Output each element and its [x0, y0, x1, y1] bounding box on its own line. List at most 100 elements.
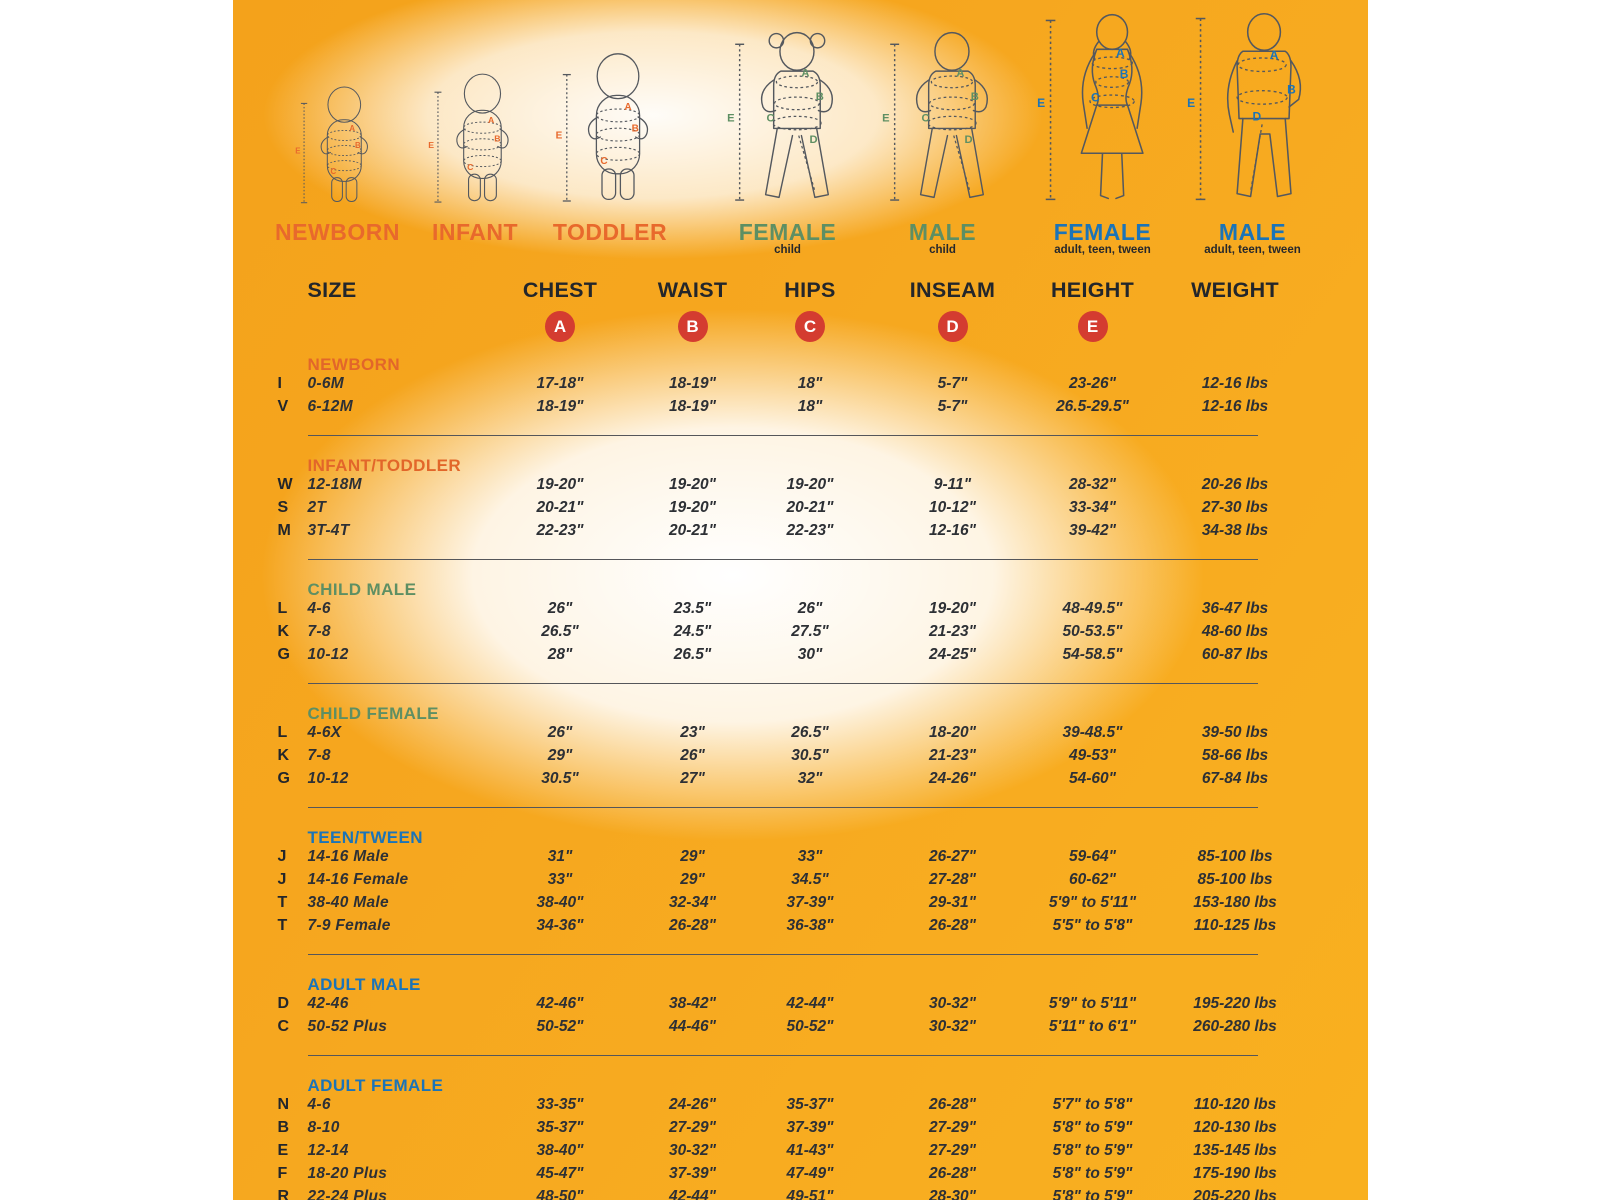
hips-value: 49-51" [786, 1188, 834, 1200]
svg-text:D: D [809, 134, 817, 146]
size-row: N 4-6 33-35" 24-26" 35-37" 26-28" 5'7" to 5'8"… [278, 1096, 1318, 1119]
size-table: SIZE CHEST WAIST HIPS INSEAM HEIGHT WEIG… [278, 278, 1318, 1200]
chest-value: 26" [547, 600, 573, 617]
inseam-value: 27-29" [929, 1142, 976, 1159]
inseam-value: 19-20" [929, 600, 976, 617]
hips-value: 18" [797, 398, 823, 415]
section-title: ADULT MALE [307, 975, 421, 994]
hips-value: 22-23" [786, 522, 834, 539]
svg-text:A: A [349, 124, 355, 133]
inseam-value: 5-7" [937, 375, 968, 392]
size-label: 10-12 [307, 770, 349, 787]
weight-value: 85-100 lbs [1197, 871, 1273, 888]
svg-text:C: C [600, 156, 607, 167]
badge-row: A B C D E [278, 307, 1318, 345]
size-code: G [277, 646, 290, 663]
hips-value: 33" [797, 848, 823, 865]
svg-text:B: B [1120, 67, 1129, 81]
waist-value: 30-32" [669, 1142, 716, 1159]
hips-value: 26" [797, 600, 823, 617]
chest-value: 22-23" [536, 522, 584, 539]
section-divider [278, 425, 1318, 446]
size-label: 22-24 Plus [307, 1188, 388, 1200]
waist-value: 26" [680, 747, 705, 764]
col-header-waist: WAIST [657, 278, 728, 302]
size-code: E [277, 1142, 289, 1159]
height-value: 39-42" [1069, 522, 1116, 539]
size-row: S 2T 20-21" 19-20" 20-21" 10-12" 33-34" 27-30 l… [278, 499, 1318, 522]
size-row: L 4-6X 26" 23" 26.5" 18-20" 39-48.5" 39-50 lbs [278, 724, 1318, 747]
inseam-value: 26-28" [929, 917, 976, 934]
size-row: D 42-46 42-46" 38-42" 42-44" 30-32" 5'9" to 5'… [278, 995, 1318, 1018]
height-value: 54-58.5" [1062, 646, 1123, 663]
figure-female-adult-caption: adult, teen, tween [1054, 244, 1151, 256]
table-header-row: SIZE CHEST WAIST HIPS INSEAM HEIGHT WEIG… [278, 278, 1318, 303]
inseam-value: 26-27" [929, 848, 976, 865]
weight-value: 39-50 lbs [1201, 724, 1269, 741]
size-label: 0-6M [307, 375, 345, 392]
size-label: 4-6 [307, 1096, 331, 1113]
size-label: 18-20 Plus [307, 1165, 388, 1182]
hips-badge-c: C [795, 310, 825, 342]
size-row: K 7-8 29" 26" 30.5" 21-23" 49-53" 58-66 lbs [278, 747, 1318, 770]
svg-text:A: A [801, 68, 809, 80]
weight-value: 175-190 lbs [1193, 1165, 1277, 1182]
section-header-row: CHILD FEMALE [278, 700, 1318, 724]
svg-text:B: B [494, 134, 500, 144]
hips-value: 26.5" [791, 724, 829, 741]
size-code: T [277, 894, 288, 911]
section-title: CHILD MALE [307, 580, 417, 599]
size-label: 2T [307, 499, 327, 516]
size-label: 4-6X [307, 724, 342, 741]
chest-value: 34-36" [536, 917, 584, 934]
inseam-value: 30-32" [929, 995, 976, 1012]
size-code: G [277, 770, 290, 787]
svg-text:C: C [921, 112, 929, 124]
hips-value: 37-39" [786, 894, 834, 911]
size-code: M [277, 522, 291, 539]
svg-text:B: B [354, 141, 360, 150]
section-divider [278, 797, 1318, 818]
size-code: K [277, 623, 290, 640]
inseam-value: 27-29" [929, 1119, 976, 1136]
waist-value: 44-46" [669, 1018, 716, 1035]
chest-value: 33" [547, 871, 573, 888]
height-value: 54-60" [1069, 770, 1116, 787]
hips-value: 42-44" [786, 995, 834, 1012]
section-title: NEWBORN [307, 355, 401, 374]
size-row: I 0-6M 17-18" 18-19" 18" 5-7" 23-26" 12-16 lbs [278, 375, 1318, 398]
waist-value: 29" [680, 848, 705, 865]
svg-text:A: A [624, 102, 631, 113]
hips-value: 36-38" [786, 917, 834, 934]
height-value: 23-26" [1069, 375, 1116, 392]
size-row: B 8-10 35-37" 27-29" 37-39" 27-29" 5'8" to 5'9… [278, 1119, 1318, 1142]
weight-value: 12-16 lbs [1201, 375, 1269, 392]
size-code: N [277, 1096, 290, 1113]
section-header-row: ADULT FEMALE [278, 1072, 1318, 1096]
hips-value: 47-49" [786, 1165, 834, 1182]
hips-value: 30" [797, 646, 823, 663]
waist-value: 23.5" [673, 600, 712, 617]
svg-text:D: D [964, 134, 972, 146]
height-value: 26.5-29.5" [1056, 398, 1129, 415]
inseam-value: 10-12" [929, 499, 976, 516]
size-label: 8-10 [307, 1119, 340, 1136]
svg-text:E: E [428, 140, 434, 150]
size-code: T [277, 917, 288, 934]
weight-value: 60-87 lbs [1201, 646, 1269, 663]
height-value: 5'8" to 5'9" [1052, 1142, 1133, 1159]
height-value: 5'8" to 5'9" [1052, 1119, 1133, 1136]
size-label: 14-16 Male [307, 848, 389, 865]
svg-text:C: C [330, 167, 336, 176]
weight-value: 260-280 lbs [1193, 1018, 1277, 1035]
weight-value: 135-145 lbs [1193, 1142, 1277, 1159]
size-row: G 10-12 30.5" 27" 32" 24-26" 54-60" 67-84 lbs [278, 770, 1318, 793]
size-code: L [277, 724, 288, 741]
svg-text:D: D [1253, 110, 1262, 124]
